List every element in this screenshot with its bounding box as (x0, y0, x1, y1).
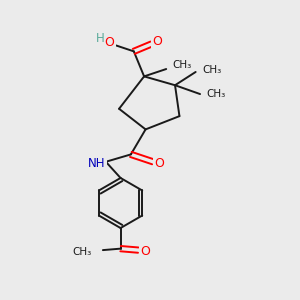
Text: O: O (152, 35, 162, 48)
Text: O: O (105, 36, 115, 49)
Text: NH: NH (88, 157, 106, 170)
Text: O: O (154, 157, 164, 170)
Text: CH₃: CH₃ (206, 89, 226, 99)
Text: CH₃: CH₃ (173, 61, 192, 70)
Text: CH₃: CH₃ (73, 247, 92, 256)
Text: H: H (96, 32, 104, 45)
Text: O: O (140, 245, 150, 258)
Text: CH₃: CH₃ (202, 65, 221, 76)
